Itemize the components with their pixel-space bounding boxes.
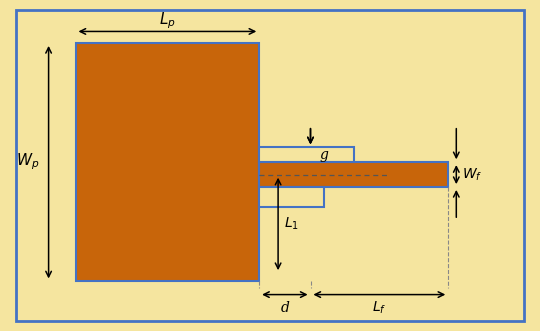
Text: $L_f$: $L_f$ — [372, 300, 387, 316]
Text: $L_p$: $L_p$ — [159, 11, 176, 31]
Text: g: g — [320, 148, 328, 162]
Bar — [259, 187, 324, 207]
Bar — [259, 147, 354, 162]
Text: $W_f$: $W_f$ — [462, 166, 483, 183]
Text: $L_1$: $L_1$ — [284, 216, 299, 232]
Bar — [76, 43, 259, 281]
Text: $W_p$: $W_p$ — [16, 152, 40, 172]
Text: d: d — [280, 301, 289, 315]
Bar — [259, 162, 448, 187]
